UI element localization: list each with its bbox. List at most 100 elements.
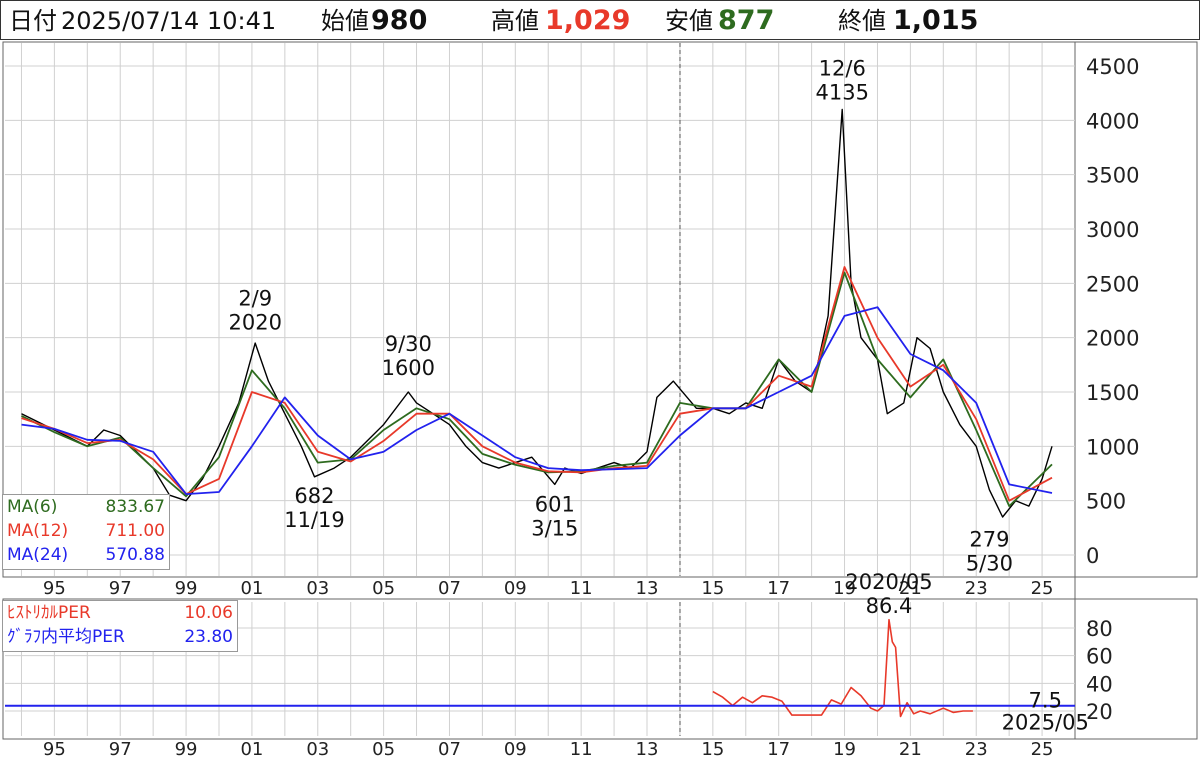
main-x-tick-label: 15 <box>701 578 724 599</box>
annotation-top-text: 2/9 <box>238 286 272 310</box>
per-x-tick-label: 07 <box>438 739 461 758</box>
annotation-top-text: 7.5 <box>1029 689 1062 713</box>
annotation-bottom-text: 5/30 <box>966 552 1013 576</box>
main-panel-frame <box>2 41 1198 578</box>
close-value: 1,015 <box>893 5 979 36</box>
per-x-tick-label: 21 <box>899 739 922 758</box>
per-legend: ﾋｽﾄﾘｶﾙPER 10.06 ｸﾞﾗﾌ内平均PER 23.80 <box>2 600 238 652</box>
ma24-legend-row: MA(24) 570.88 <box>3 543 169 567</box>
main-y-tick-label: 0 <box>1086 544 1099 568</box>
ma6-label: MA(6) <box>7 497 58 517</box>
main-y-tick-label: 1500 <box>1086 381 1139 405</box>
main-x-tick-label: 03 <box>306 578 329 599</box>
per-x-tick-label: 09 <box>504 739 527 758</box>
annotation-top-text: 2020/05 <box>845 570 932 594</box>
annotation-bottom-text: 1600 <box>382 356 435 380</box>
annotation-bottom-text: 2025/05 <box>1002 711 1089 735</box>
historical-per-line <box>712 618 973 718</box>
historical-per-label: ﾋｽﾄﾘｶﾙPER <box>7 603 91 623</box>
average-per-value: 23.80 <box>184 627 233 647</box>
main-y-tick-label: 3500 <box>1086 164 1139 188</box>
per-x-tick-label: 13 <box>636 739 659 758</box>
per-x-tick-label: 15 <box>701 739 724 758</box>
date-value: 2025/07/14 10:41 <box>61 7 277 35</box>
average-per-label: ｸﾞﾗﾌ内平均PER <box>7 627 125 647</box>
main-x-tick-label: 05 <box>372 578 395 599</box>
per-x-tick-label: 11 <box>570 739 593 758</box>
main-x-tick-label: 07 <box>438 578 461 599</box>
annotation-bottom-text: 4135 <box>816 81 869 105</box>
ma12-value: 711.00 <box>105 521 165 541</box>
ma12-legend-row: MA(12) 711.00 <box>3 519 169 543</box>
high-label: 高値 <box>491 7 539 35</box>
price-series-line <box>21 108 1053 518</box>
low-label: 安値 <box>665 7 713 35</box>
per-y-tick-label: 40 <box>1086 672 1113 696</box>
open-label: 始値 <box>321 7 369 35</box>
main-chart-grid <box>2 41 1198 600</box>
price-header: 日付 2025/07/14 10:41 始値 980 高値 1,029 安値 8… <box>0 0 1200 40</box>
main-x-tick-label: 95 <box>43 578 66 599</box>
main-x-tick-label: 25 <box>1031 578 1054 599</box>
ma6-series-line <box>21 271 1053 508</box>
low-value: 877 <box>718 5 775 36</box>
main-x-tick-label: 23 <box>965 578 988 599</box>
main-chart-series <box>21 108 1053 518</box>
ma24-value: 570.88 <box>105 545 165 565</box>
main-y-tick-label: 4500 <box>1086 55 1139 79</box>
date-label: 日付 <box>9 7 57 35</box>
close-label: 終値 <box>838 7 886 35</box>
high-value: 1,029 <box>545 5 631 36</box>
ma-legend: MA(6) 833.67 MA(12) 711.00 MA(24) 570.88 <box>2 494 170 570</box>
ma6-legend-row: MA(6) 833.67 <box>3 495 169 519</box>
average-per-legend-row: ｸﾞﾗﾌ内平均PER 23.80 <box>3 625 237 649</box>
ma24-series-line <box>21 306 1053 496</box>
per-x-tick-label: 17 <box>767 739 790 758</box>
annotation-top-text: 9/30 <box>385 332 432 356</box>
main-x-tick-label: 09 <box>504 578 527 599</box>
annotation-top-text: 279 <box>969 528 1009 552</box>
open-value: 980 <box>371 5 428 36</box>
main-x-tick-label: 21 <box>899 578 922 599</box>
main-y-tick-label: 500 <box>1086 490 1126 514</box>
per-x-tick-label: 25 <box>1031 739 1054 758</box>
main-x-tick-label: 17 <box>767 578 790 599</box>
annotation-top-text: 682 <box>294 484 334 508</box>
annotation-top-text: 12/6 <box>819 57 866 81</box>
ma12-series-line <box>21 266 1053 502</box>
per-y-tick-label: 20 <box>1086 700 1113 724</box>
per-x-tick-label: 05 <box>372 739 395 758</box>
ma12-label: MA(12) <box>7 521 69 541</box>
per-y-tick-label: 80 <box>1086 617 1113 641</box>
per-x-tick-label: 23 <box>965 739 988 758</box>
main-x-tick-label: 01 <box>240 578 263 599</box>
main-y-tick-label: 2500 <box>1086 272 1139 296</box>
per-x-tick-label: 19 <box>833 739 856 758</box>
main-y-tick-label: 3000 <box>1086 218 1139 242</box>
ma24-label: MA(24) <box>7 545 69 565</box>
main-y-tick-label: 1000 <box>1086 435 1139 459</box>
main-x-tick-label: 19 <box>833 578 856 599</box>
main-x-tick-label: 11 <box>570 578 593 599</box>
annotation-bottom-text: 86.4 <box>866 594 913 618</box>
per-x-tick-label: 97 <box>109 739 132 758</box>
main-y-tick-label: 4000 <box>1086 109 1139 133</box>
main-x-tick-label: 99 <box>175 578 198 599</box>
per-x-tick-label: 99 <box>175 739 198 758</box>
main-x-tick-label: 13 <box>636 578 659 599</box>
per-x-tick-label: 95 <box>43 739 66 758</box>
per-x-tick-label: 03 <box>306 739 329 758</box>
main-x-tick-label: 97 <box>109 578 132 599</box>
per-chart-grid <box>2 598 1198 740</box>
annotation-top-text: 601 <box>535 493 575 517</box>
per-panel-frame <box>2 598 1198 740</box>
annotation-bottom-text: 3/15 <box>531 517 578 541</box>
annotation-bottom-text: 2020 <box>228 310 281 334</box>
per-x-tick-label: 01 <box>240 739 263 758</box>
annotation-bottom-text: 11/19 <box>284 508 345 532</box>
per-y-tick-label: 60 <box>1086 645 1113 669</box>
historical-per-legend-row: ﾋｽﾄﾘｶﾙPER 10.06 <box>3 601 237 625</box>
